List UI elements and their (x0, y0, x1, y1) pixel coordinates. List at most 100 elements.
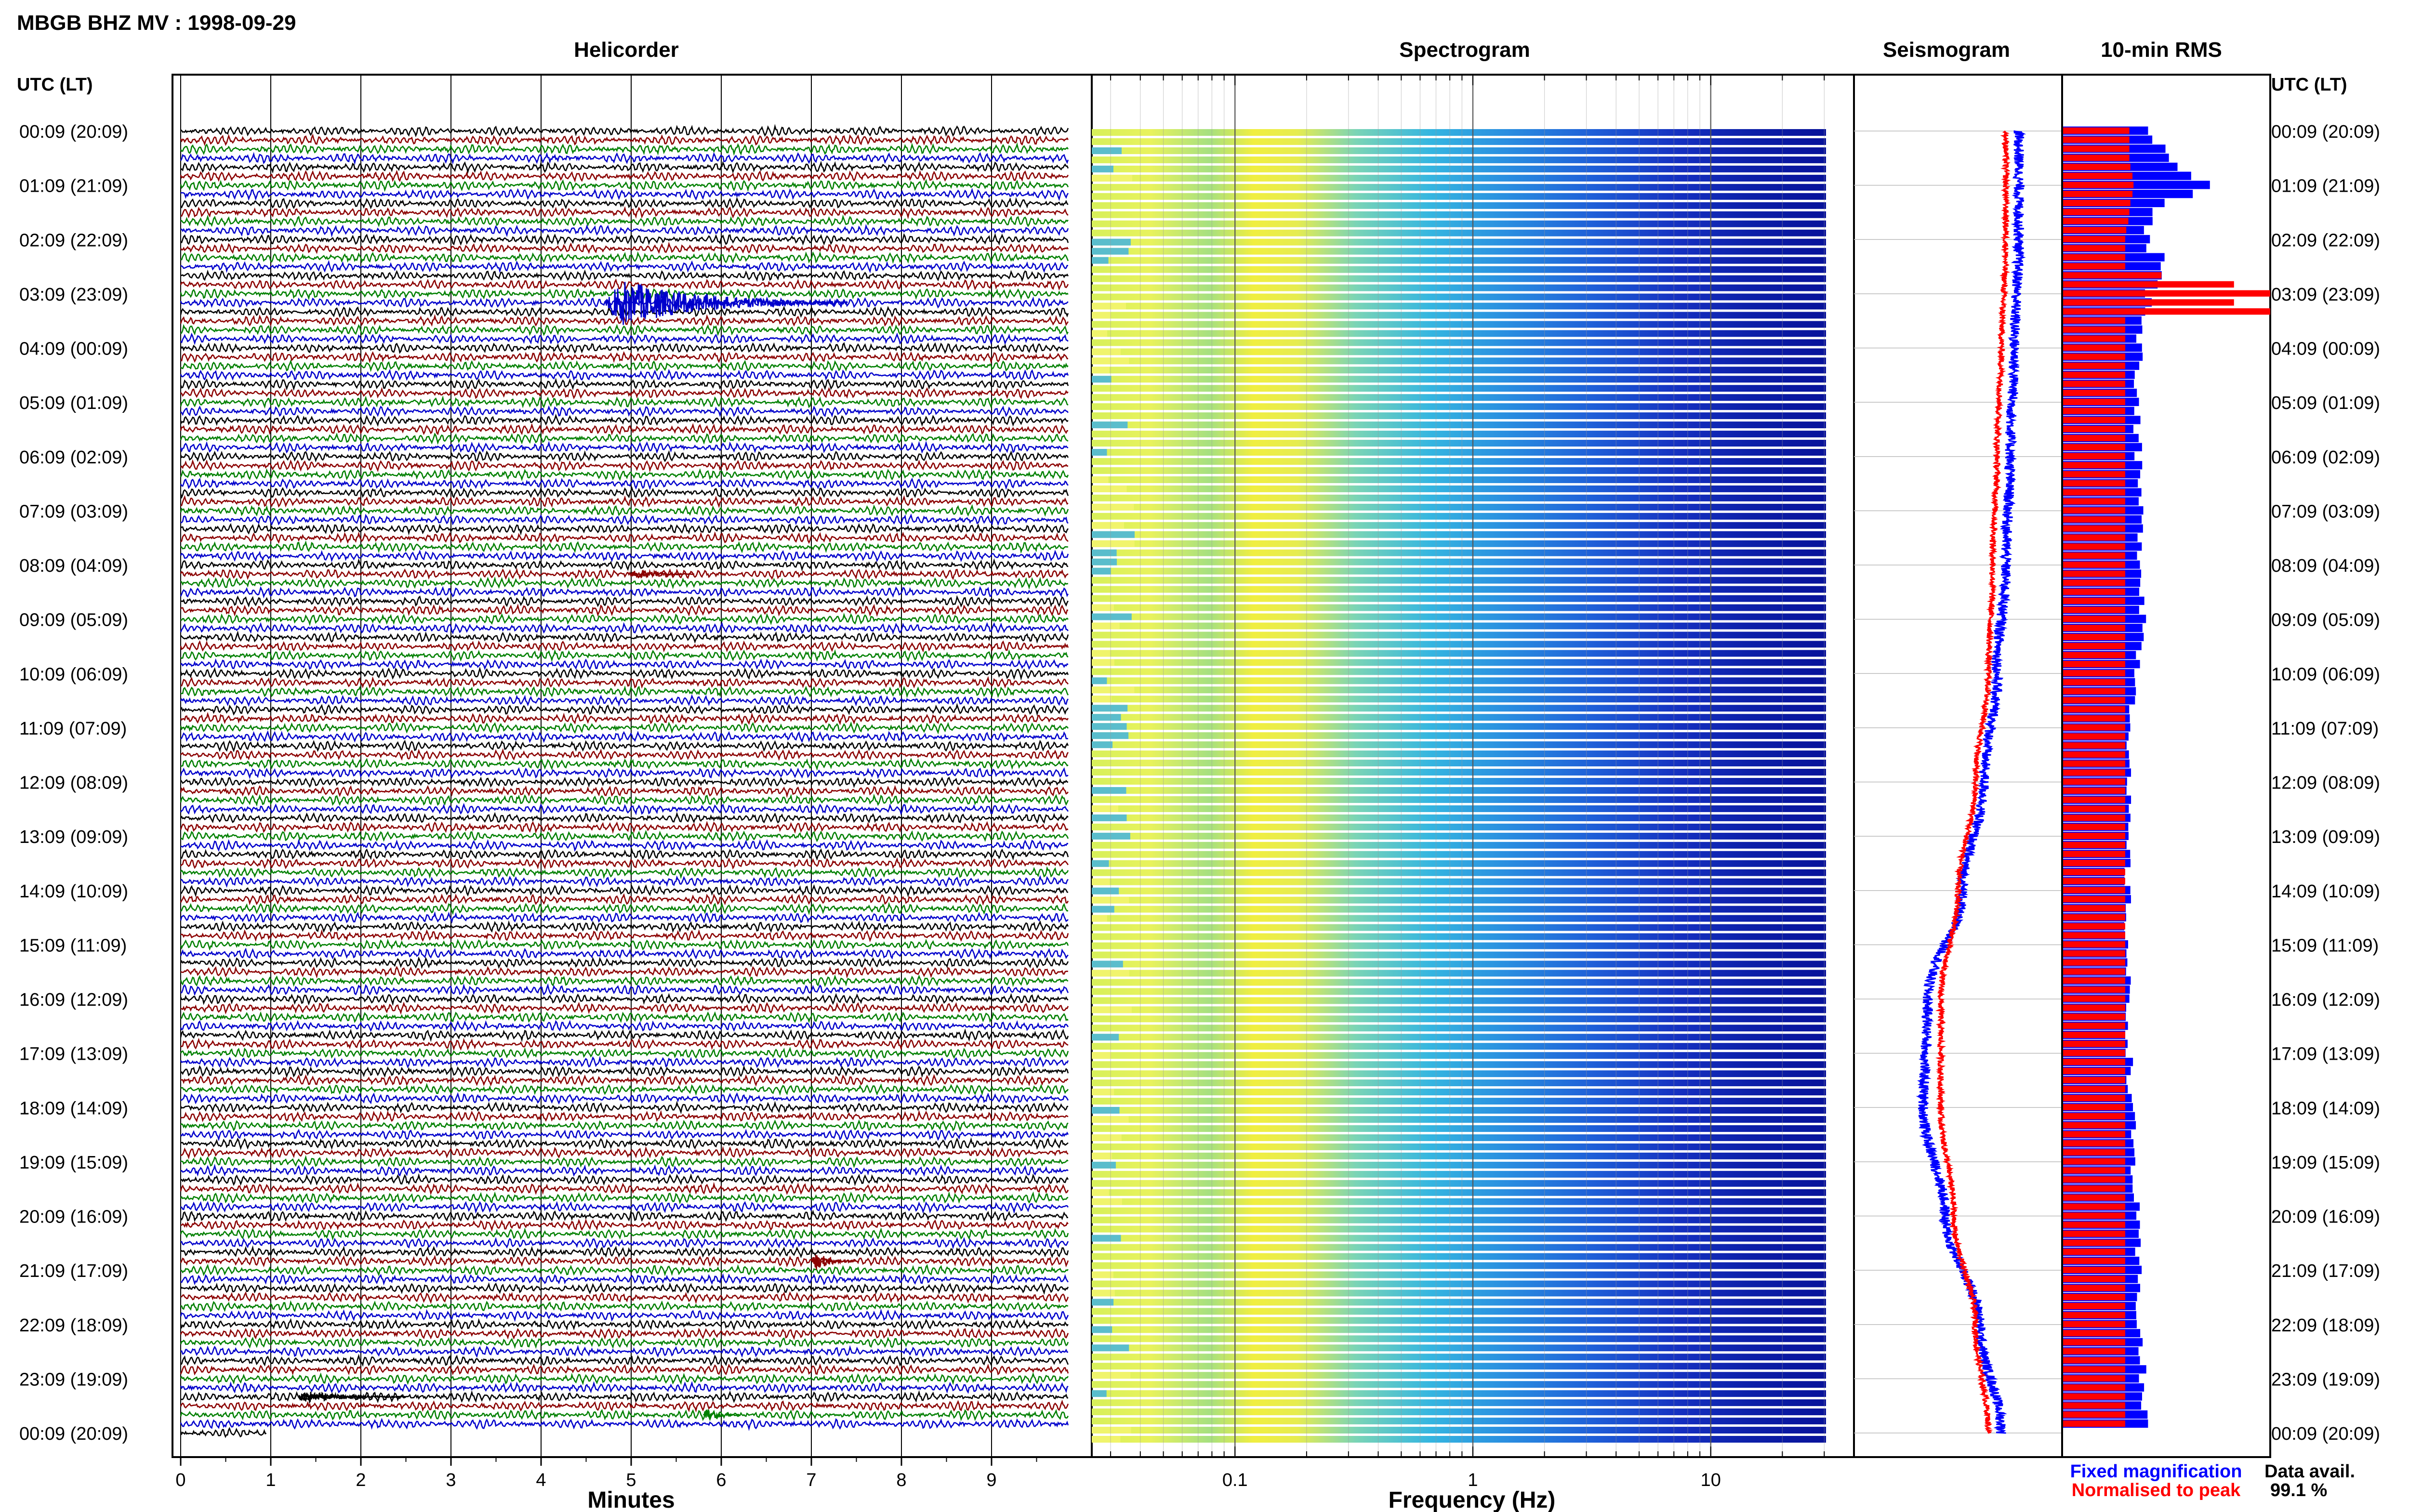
rms-bar-normalised (2063, 688, 2125, 695)
spectrogram-speckle (1092, 1344, 1129, 1352)
row-label-left: 22:09 (18:09) (19, 1315, 128, 1336)
helicorder-trace (180, 324, 1069, 336)
spectrogram-row (1092, 997, 1826, 1004)
spectrogram-speckle (1092, 238, 1131, 246)
rms-bar-normalised (2063, 145, 2130, 152)
helicorder-trace (180, 658, 1069, 671)
helicorder-trace (180, 1263, 1069, 1276)
rms-bar-normalised (2063, 932, 2125, 939)
helicorder-trace (180, 378, 1069, 391)
rms-bar-normalised (2063, 507, 2125, 514)
spectrogram-row (1092, 1034, 1826, 1041)
spectrogram-speckle (1092, 1235, 1121, 1242)
rms-bar-normalised (2063, 1031, 2125, 1038)
row-label-left: 08:09 (04:09) (19, 556, 128, 576)
spectrogram-row (1092, 1363, 1826, 1370)
spectrogram-speckle (1092, 549, 1117, 556)
helicorder-trace (180, 1020, 1069, 1032)
rms-bar-normalised (2063, 1221, 2125, 1228)
rms-bar-normalised (2063, 887, 2125, 894)
spectrogram-speckle (1092, 348, 1121, 355)
minute-tick-label: 9 (986, 1470, 996, 1490)
helicorder-trace (180, 1083, 1069, 1096)
spectrogram-speckle (1092, 302, 1126, 310)
helicorder-trace (180, 523, 1069, 536)
spectrogram-row (1092, 513, 1826, 520)
rms-bar-normalised (2063, 860, 2125, 867)
rms-bar-normalised (2063, 959, 2125, 966)
frequency-tick-label: 1 (1468, 1470, 1478, 1490)
row-label-right: 12:09 (08:09) (2271, 773, 2380, 793)
spectrogram-speckle (1092, 1034, 1119, 1041)
helicorder-trace (180, 947, 1069, 960)
spectrogram-row (1092, 138, 1826, 145)
helicorder-trace (180, 1055, 1069, 1069)
rms-bar-normalised (2063, 552, 2125, 559)
spectrogram-row (1092, 1381, 1826, 1388)
row-labels: 00:09 (20:09) 00:09 (20:09) 01:09 (21:09) 0… (19, 122, 2380, 1444)
rms-bar-normalised (2063, 1302, 2125, 1310)
rms-bar-normalised (2063, 1275, 2125, 1282)
helicorder-trace (180, 1408, 1069, 1421)
spectrogram-row (1092, 1043, 1826, 1050)
helicorder-trace (180, 812, 1069, 824)
rms-bar-normalised (2063, 127, 2130, 134)
row-label-right: 01:09 (21:09) (2271, 176, 2380, 197)
left-axis-label: UTC (LT) (17, 75, 93, 95)
spectrogram-speckle (1092, 1326, 1112, 1333)
spectrogram-speckle (1092, 567, 1111, 575)
rms-bar-normalised (2063, 1230, 2125, 1237)
spectrogram-speckle (1092, 696, 1112, 703)
spectrogram-row (1092, 659, 1826, 666)
helicorder-title: Helicorder (574, 38, 679, 62)
rms-bar-normalised (2063, 1203, 2125, 1210)
helicorder-trace (180, 721, 1069, 735)
rms-bar-normalised (2063, 389, 2125, 396)
data-availability-label: Data avail. (2264, 1461, 2355, 1482)
spectrogram-row (1092, 915, 1826, 922)
rms-bar-normalised (2063, 1266, 2125, 1274)
helicorder-trace (180, 730, 1069, 743)
spectrogram-title: Spectrogram (1399, 38, 1530, 62)
spectrogram-row (1092, 1289, 1826, 1297)
row-label-left: 04:09 (00:09) (19, 339, 128, 359)
spectrogram-row (1092, 275, 1826, 282)
rms-bar-normalised (2063, 154, 2130, 161)
rms-bar-normalised (2063, 1285, 2125, 1291)
helicorder-trace (180, 1354, 1069, 1367)
row-label-right: 21:09 (17:09) (2271, 1261, 2380, 1281)
row-label-right: 06:09 (02:09) (2271, 447, 2380, 468)
rms-bar-normalised (2063, 453, 2125, 460)
helicorder-trace (180, 857, 1069, 870)
minute-tick-label: 8 (896, 1470, 906, 1490)
helicorder-trace (180, 423, 1069, 435)
rms-bar-normalised (2063, 308, 2270, 315)
rms-bar-normalised (2063, 616, 2125, 622)
helicorder-panel: 0 1 2 3 4 5 6 7 8 9 (172, 74, 1093, 1490)
helicorder-trace (180, 748, 1069, 762)
rms-bar-normalised (2063, 1077, 2125, 1083)
rms-bar-normalised (2063, 751, 2125, 758)
rms-bar-normalised (2063, 1420, 2125, 1427)
helicorder-trace (180, 179, 1069, 192)
rms-bar-normalised (2063, 724, 2125, 731)
spectrogram-speckle (1092, 147, 1122, 154)
rms-bar-normalised (2063, 760, 2125, 767)
spectrogram-row (1092, 1098, 1826, 1105)
spectrogram-row (1092, 577, 1826, 584)
rms-bar-normalised (2063, 1104, 2125, 1111)
rms-bar-normalised (2063, 1339, 2125, 1346)
rms-bar-normalised (2063, 381, 2125, 387)
spectrogram-row (1092, 1308, 1826, 1315)
helicorder-trace (180, 1336, 1069, 1349)
rms-bars (2063, 126, 2270, 1428)
spectrogram-row (1092, 165, 1826, 172)
helicorder-trace (180, 640, 1069, 653)
minute-tick-label: 0 (175, 1470, 185, 1490)
spectrogram-row (1092, 476, 1826, 483)
right-axis-label: UTC (LT) (2271, 75, 2347, 95)
rms-bar-normalised (2063, 742, 2125, 749)
row-label-right: 17:09 (13:09) (2271, 1044, 2380, 1065)
rms-bar-normalised (2063, 1393, 2125, 1400)
rms-bar-normalised (2063, 353, 2125, 360)
